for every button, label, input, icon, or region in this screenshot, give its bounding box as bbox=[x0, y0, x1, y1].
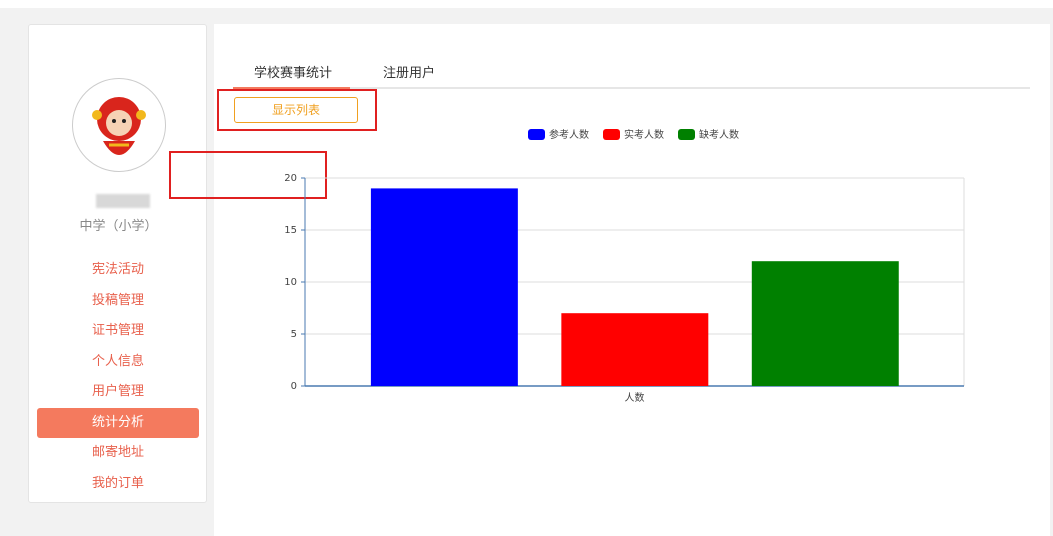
y-tick-label: 20 bbox=[284, 173, 297, 184]
bar bbox=[371, 188, 518, 386]
chart: 0 5 10 15 20 参考人数 实考人数 缺考人数人数 bbox=[0, 0, 1053, 536]
x-tick-label: 人数 bbox=[625, 391, 645, 404]
legend-label: 参考人数 bbox=[549, 128, 589, 141]
bar bbox=[561, 313, 708, 386]
y-tick-label: 5 bbox=[291, 329, 297, 340]
legend-swatch bbox=[603, 129, 620, 140]
y-tick-label: 0 bbox=[291, 381, 297, 392]
legend-swatch bbox=[528, 129, 545, 140]
legend-swatch bbox=[678, 129, 695, 140]
annotation-box bbox=[170, 152, 326, 198]
y-tick-label: 15 bbox=[284, 225, 297, 236]
y-tick-label: 10 bbox=[284, 277, 297, 288]
annotation-box bbox=[218, 90, 376, 130]
legend-label: 缺考人数 bbox=[699, 128, 739, 141]
page: 中学（小学） 宪法活动 投稿管理 证书管理 个人信息 用户管理 统计分析 邮寄地… bbox=[0, 0, 1053, 536]
bar bbox=[752, 261, 899, 386]
legend-label: 实考人数 bbox=[624, 128, 664, 141]
